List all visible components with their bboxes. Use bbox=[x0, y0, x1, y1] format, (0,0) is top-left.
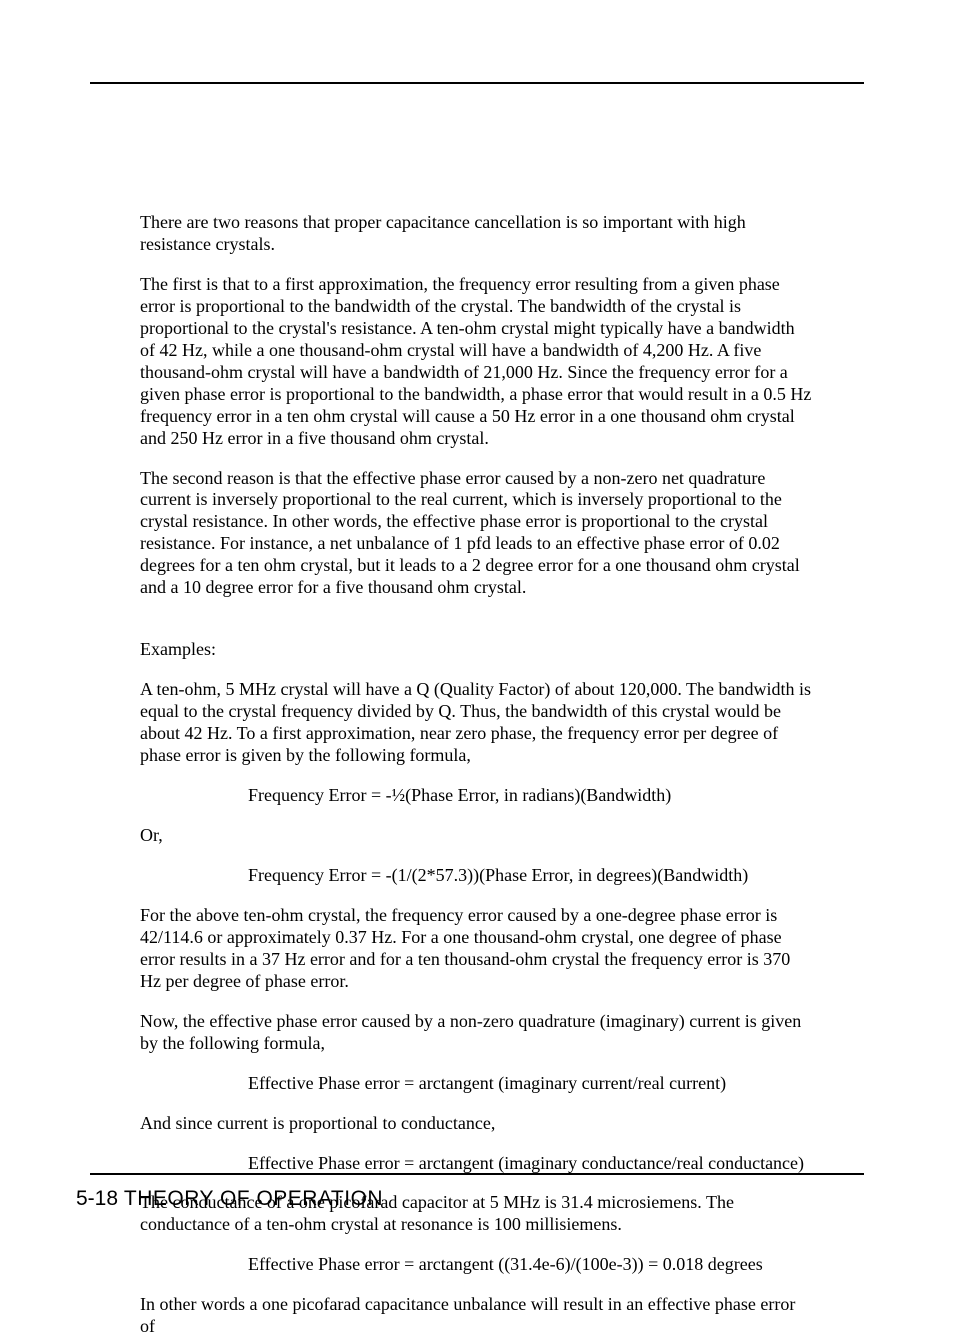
paragraph-example-2: For the above ten-ohm crystal, the frequ… bbox=[140, 905, 814, 993]
footer-page-number: 5-18 bbox=[76, 1187, 118, 1210]
formula-effective-phase-current: Effective Phase error = arctangent (imag… bbox=[140, 1073, 814, 1095]
formula-frequency-error-degrees: Frequency Error = -(1/(2*57.3))(Phase Er… bbox=[140, 865, 814, 887]
content-area: There are two reasons that proper capaci… bbox=[90, 212, 864, 1338]
formula-effective-phase-result: Effective Phase error = arctangent ((31.… bbox=[140, 1254, 814, 1276]
page-container: There are two reasons that proper capaci… bbox=[0, 0, 954, 1338]
top-horizontal-rule bbox=[90, 82, 864, 84]
footer-section-title: THEORY OF OPERATION bbox=[124, 1187, 383, 1210]
paragraph-reason-1: The first is that to a first approximati… bbox=[140, 274, 814, 450]
paragraph-conclusion: In other words a one picofarad capacitan… bbox=[140, 1294, 814, 1338]
paragraph-conductance-note: And since current is proportional to con… bbox=[140, 1113, 814, 1135]
formula-effective-phase-conductance: Effective Phase error = arctangent (imag… bbox=[140, 1153, 814, 1175]
page-footer: 5-18 THEORY OF OPERATION bbox=[76, 1187, 383, 1211]
paragraph-example-1: A ten-ohm, 5 MHz crystal will have a Q (… bbox=[140, 679, 814, 767]
examples-heading: Examples: bbox=[140, 639, 814, 661]
bottom-horizontal-rule bbox=[90, 1173, 864, 1175]
paragraph-reason-2: The second reason is that the effective … bbox=[140, 468, 814, 600]
or-label: Or, bbox=[140, 825, 814, 847]
formula-frequency-error-radians: Frequency Error = -½(Phase Error, in rad… bbox=[140, 785, 814, 807]
paragraph-phase-error-intro: Now, the effective phase error caused by… bbox=[140, 1011, 814, 1055]
paragraph-intro: There are two reasons that proper capaci… bbox=[140, 212, 814, 256]
